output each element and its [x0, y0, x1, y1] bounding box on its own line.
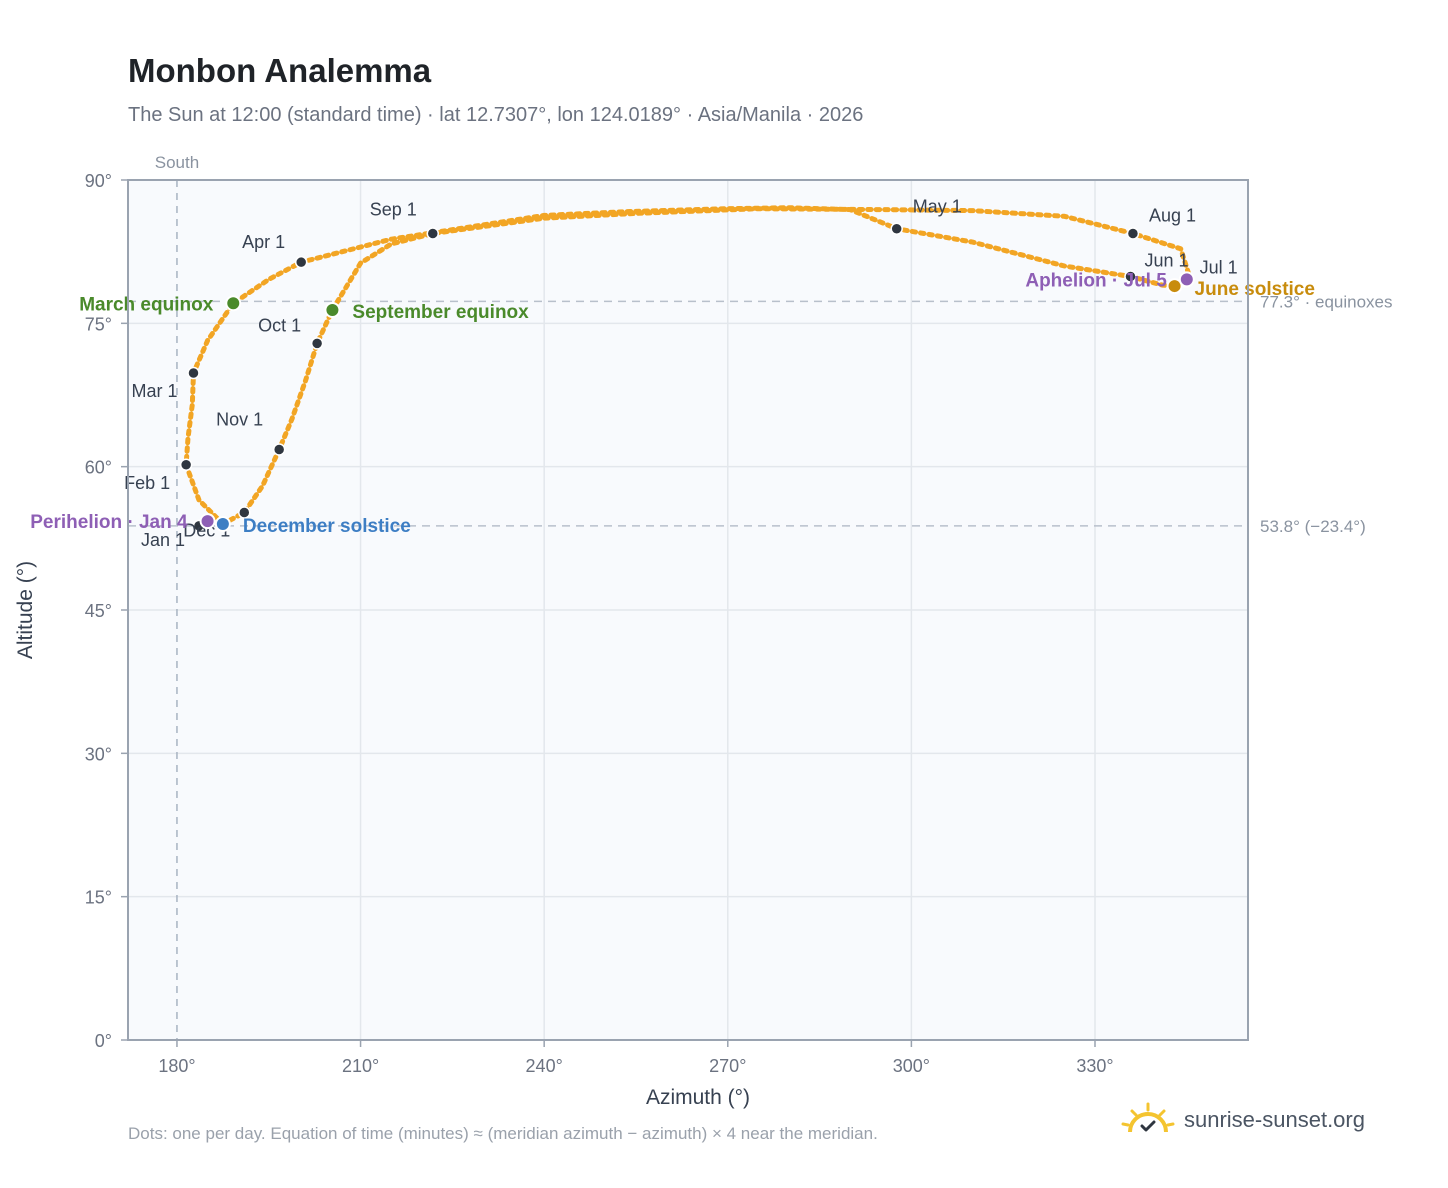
meridian-label: South	[155, 153, 199, 172]
event-label: December solstice	[243, 516, 411, 537]
x-tick-label: 330°	[1076, 1056, 1113, 1076]
event-markers: March equinox September equinox June solst…	[30, 270, 1315, 537]
month-label: Aug 1	[1149, 206, 1196, 226]
footnote: Dots: one per day. Equation of time (min…	[128, 1124, 878, 1143]
x-tick-label: 210°	[342, 1056, 379, 1076]
event-marker	[214, 516, 231, 532]
brand-text: sunrise-sunset.org	[1184, 1107, 1365, 1132]
month-markers: Jan 1 Feb 1 Mar 1 Apr 1 May 1 Jun 1 Jul 1 Aug 1…	[124, 197, 1237, 550]
month-label: May 1	[913, 197, 962, 217]
month-marker	[272, 443, 286, 456]
reference-lines: South 77.3° · equinoxes 53.8° (−23.4°)	[128, 153, 1393, 1040]
month-label: Nov 1	[216, 409, 263, 429]
y-tick-label: 30°	[85, 744, 112, 764]
month-label: Oct 1	[258, 315, 301, 335]
event-label: Perihelion · Jan 4	[30, 512, 188, 533]
month-marker	[1124, 270, 1137, 283]
event-label: September equinox	[352, 302, 529, 323]
month-marker	[426, 227, 440, 240]
event-marker	[199, 513, 216, 530]
y-tick-label: 75°	[85, 314, 112, 334]
month-label: Jul 1	[1200, 257, 1238, 277]
month-marker	[310, 337, 324, 350]
event-marker	[324, 301, 341, 318]
axes: 180° 210° 240° 270° 300° 330° 0° 15° 30° 45° 60° 75…	[14, 171, 1114, 1109]
month-label: Apr 1	[242, 232, 285, 252]
x-tick-label: 300°	[893, 1056, 930, 1076]
y-axis-title: Altitude (°)	[14, 561, 37, 659]
x-tick-label: 240°	[526, 1056, 563, 1076]
x-tick-label: 270°	[709, 1056, 746, 1076]
month-marker	[179, 458, 193, 472]
sun-checkmark-icon	[1121, 1102, 1175, 1133]
grid	[128, 180, 1248, 1040]
month-label: Feb 1	[124, 473, 170, 493]
event-marker	[1166, 278, 1183, 295]
y-tick-label: 45°	[85, 601, 112, 621]
month-marker	[294, 255, 308, 269]
chart-subtitle: The Sun at 12:00 (standard time) · lat 1…	[128, 104, 864, 126]
month-label: Jan 1	[141, 530, 185, 550]
event-label: Aphelion · Jul 5	[1025, 270, 1167, 291]
event-marker	[225, 295, 242, 312]
month-marker	[890, 222, 903, 235]
month-label: Jun 1	[1144, 251, 1188, 271]
y-tick-label: 90°	[85, 171, 112, 191]
month-marker	[1126, 227, 1140, 240]
month-marker	[187, 366, 200, 380]
month-label: Mar 1	[131, 381, 177, 401]
month-label: Sep 1	[370, 200, 417, 220]
event-marker	[1178, 271, 1195, 288]
event-label: June solstice	[1195, 279, 1315, 300]
x-tick-label: 180°	[158, 1056, 195, 1076]
month-marker	[238, 506, 251, 519]
y-tick-label: 15°	[85, 888, 112, 908]
chart-title: Monbon Analemma	[128, 52, 432, 89]
event-label: March equinox	[79, 294, 214, 315]
reference-line-label: 53.8° (−23.4°)	[1260, 517, 1366, 536]
y-tick-label: 0°	[95, 1031, 112, 1051]
y-tick-label: 60°	[85, 458, 112, 478]
brand-logo[interactable]: sunrise-sunset.org	[1120, 1100, 1365, 1140]
reference-line-label: 77.3° · equinoxes	[1260, 292, 1393, 311]
x-axis-title: Azimuth (°)	[646, 1086, 750, 1109]
